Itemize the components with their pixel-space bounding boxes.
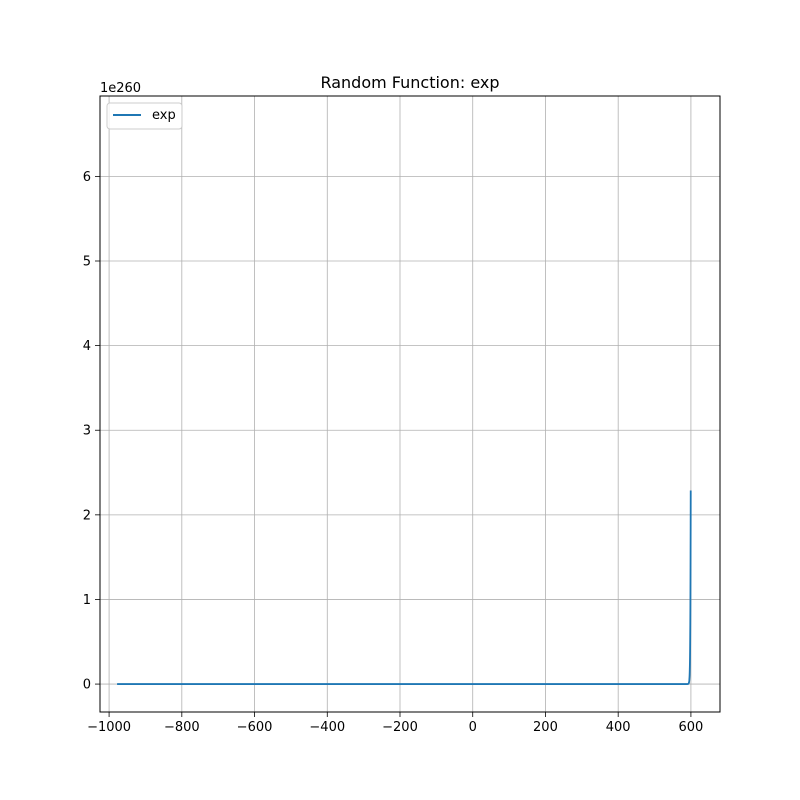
- y-axis: 0 1 2 3 4 5 6: [83, 170, 100, 693]
- grid-lines: [100, 96, 720, 712]
- y-tick-label: 2: [83, 508, 91, 523]
- chart-title: Random Function: exp: [320, 73, 499, 92]
- y-tick-label: 4: [83, 339, 91, 354]
- series-layer: [117, 490, 692, 685]
- x-tick-label: 200: [533, 720, 558, 735]
- x-axis: −1000 −800 −600 −400 −200 0 200 400 600: [87, 712, 703, 735]
- y-tick-label: 3: [83, 424, 91, 439]
- x-tick-label: −1000: [87, 720, 131, 735]
- legend: exp: [106, 102, 183, 130]
- legend-frame: [106, 102, 183, 130]
- y-tick-label: 5: [83, 255, 91, 270]
- y-tick-label: 6: [83, 170, 91, 185]
- x-tick-label: −400: [309, 720, 345, 735]
- x-tick-label: 400: [606, 720, 631, 735]
- y-tick-label: 0: [83, 678, 91, 693]
- x-tick-label: 0: [469, 720, 477, 735]
- legend-label-exp: exp: [152, 108, 176, 123]
- y-tick-label: 1: [83, 593, 91, 608]
- x-tick-label: −800: [164, 720, 200, 735]
- y-offset-label: 1e260: [100, 81, 141, 96]
- x-tick-label: −600: [237, 720, 273, 735]
- x-tick-label: −200: [382, 720, 418, 735]
- series-line-exp: [117, 490, 692, 685]
- plot-frame: [99, 95, 721, 713]
- x-tick-label: 600: [678, 720, 703, 735]
